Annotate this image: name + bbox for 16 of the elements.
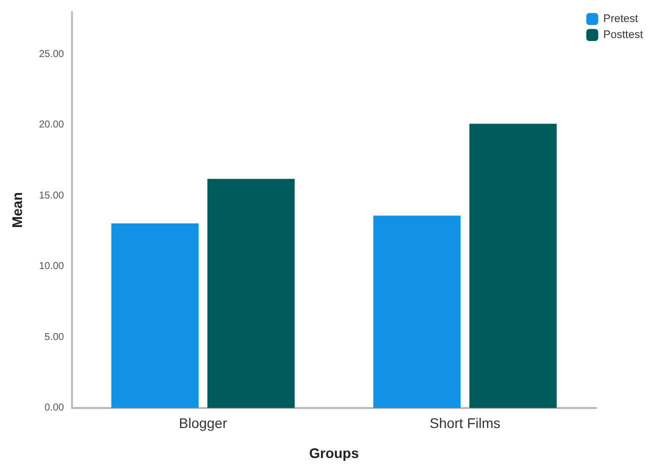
y-axis-title: Mean — [9, 192, 25, 228]
x-tick-label: Blogger — [178, 415, 228, 431]
y-tick-label: 0.00 — [44, 402, 64, 414]
legend-label: Pretest — [603, 13, 638, 25]
y-tick-label: 25.00 — [38, 48, 64, 60]
x-axis-title: Groups — [309, 445, 360, 461]
legend-label: Posttest — [603, 29, 644, 41]
bar — [111, 223, 199, 408]
bar — [207, 178, 295, 408]
y-tick-label: 20.00 — [38, 120, 64, 131]
bar — [373, 216, 461, 408]
x-tick-label: Short Films — [430, 415, 500, 431]
y-tick-label: 5.00 — [44, 332, 64, 343]
bar — [469, 124, 557, 408]
y-tick-label: 15.00 — [38, 190, 64, 202]
y-tick-label: 10.00 — [38, 261, 64, 272]
